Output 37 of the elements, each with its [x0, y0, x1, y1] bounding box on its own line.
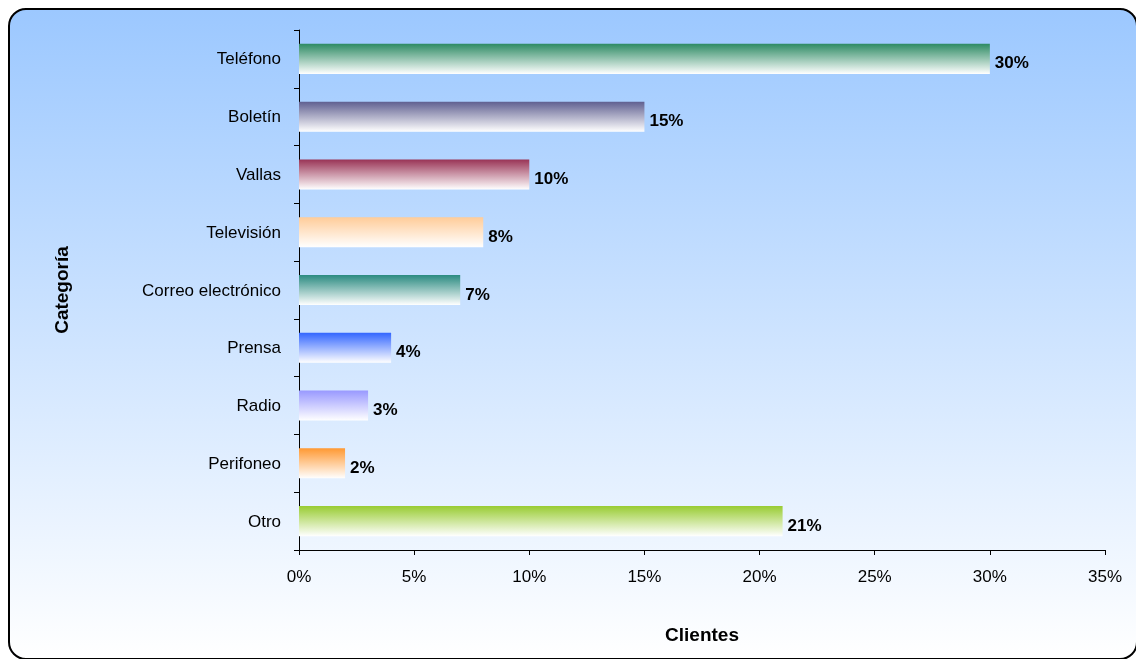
bar	[299, 274, 461, 306]
y-tick-label: Boletín	[228, 107, 281, 127]
bar	[299, 101, 645, 132]
bar	[299, 390, 369, 421]
x-tick-label: 20%	[742, 567, 777, 586]
y-tick-label: Perifoneo	[208, 453, 281, 473]
data-label: 15%	[649, 111, 684, 131]
data-label: 2%	[350, 457, 375, 477]
y-axis-title: Categoría	[51, 245, 72, 334]
x-tick-label: 25%	[857, 567, 892, 586]
x-tick-label: 5%	[401, 567, 427, 586]
y-tick-label: Televisión	[206, 222, 281, 242]
data-label: 10%	[534, 168, 569, 188]
data-label: 3%	[373, 400, 398, 420]
x-tick-label: 35%	[1087, 567, 1123, 586]
data-label: 7%	[465, 284, 490, 304]
bar	[299, 448, 346, 479]
y-tick-label: Radio	[236, 396, 281, 416]
y-tick-label: Otro	[247, 511, 281, 531]
data-label: 8%	[488, 226, 513, 246]
y-tick-label: Correo electrónico	[142, 280, 281, 300]
x-axis-title: Clientes	[665, 624, 739, 645]
y-tick-label: Prensa	[227, 338, 282, 358]
x-tick-label: 30%	[972, 567, 1007, 586]
data-label: 21%	[787, 515, 822, 535]
x-tick-label: 15%	[627, 567, 662, 586]
y-tick-label: Teléfono	[216, 49, 281, 69]
bar	[299, 159, 530, 190]
bar	[299, 506, 783, 537]
data-label: 4%	[396, 342, 421, 362]
data-label: 30%	[994, 53, 1029, 73]
y-tick-label: Vallas	[235, 164, 281, 184]
x-tick-label: 0%	[286, 567, 312, 586]
bar	[299, 43, 990, 74]
bar	[299, 217, 484, 248]
bar	[299, 332, 392, 363]
x-tick-label: 10%	[512, 567, 547, 586]
